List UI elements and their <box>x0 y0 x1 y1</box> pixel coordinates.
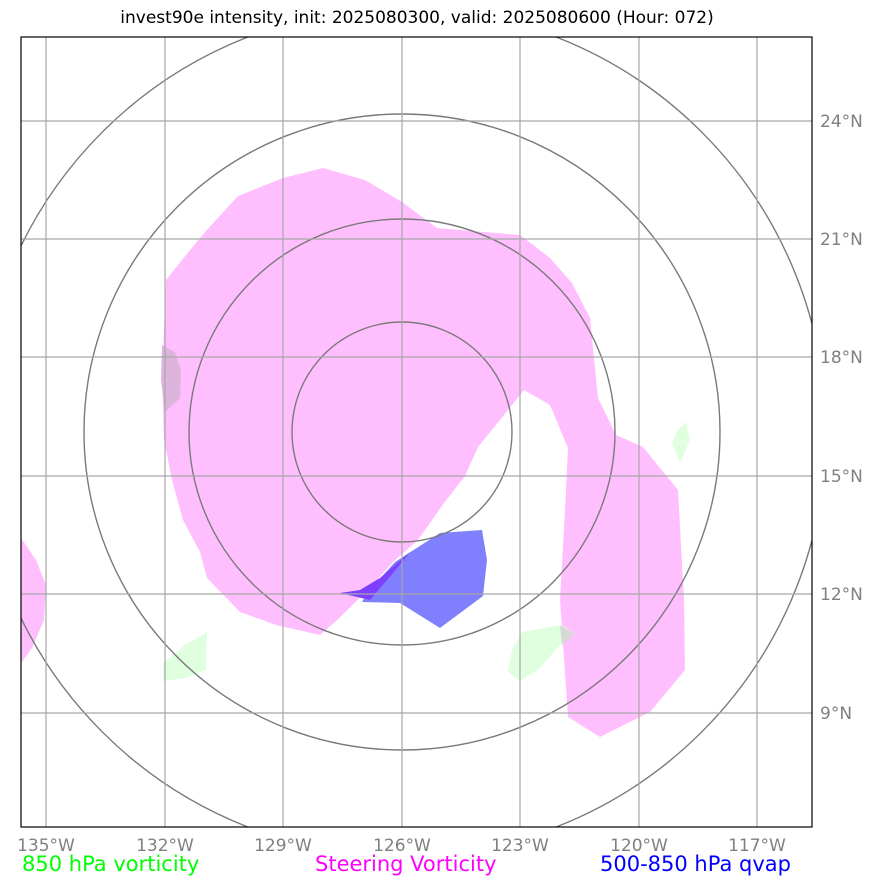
longitude-label: 129°W <box>254 836 312 856</box>
legend-850-vorticity: 850 hPa vorticity <box>22 852 200 876</box>
map-title: invest90e intensity, init: 2025080300, v… <box>120 8 714 28</box>
longitude-labels: 135°W 132°W 129°W 126°W 123°W 120°W 117°… <box>17 836 786 856</box>
longitude-label: 132°W <box>136 836 194 856</box>
latitude-label: 24°N <box>820 112 863 132</box>
vorticity-850-area <box>672 422 690 463</box>
vorticity-850-area <box>163 632 207 681</box>
vorticity-850-area <box>508 625 575 681</box>
latitude-label: 12°N <box>820 585 863 605</box>
graticule <box>21 37 812 827</box>
steering-vorticity-area <box>21 538 46 664</box>
longitude-label: 123°W <box>491 836 549 856</box>
latitude-label: 18°N <box>820 348 863 368</box>
qvap-overlap-area <box>340 552 410 600</box>
map-frame <box>20 36 813 828</box>
overlap-patch <box>161 345 181 412</box>
legend-steering-vorticity: Steering Vorticity <box>315 852 497 876</box>
latitude-label: 21°N <box>820 230 863 250</box>
longitude-label: 135°W <box>17 836 75 856</box>
legend-qvap: 500-850 hPa qvap <box>600 852 791 876</box>
latitude-label: 15°N <box>820 467 863 487</box>
longitude-label: 117°W <box>728 836 786 856</box>
vorticity-850-area <box>560 625 575 645</box>
longitude-label: 126°W <box>373 836 431 856</box>
latitude-labels: 24°N 21°N 18°N 15°N 12°N 9°N <box>820 112 863 724</box>
steering-vorticity-area <box>162 168 685 737</box>
qvap-area <box>362 530 487 628</box>
longitude-label: 120°W <box>610 836 668 856</box>
latitude-label: 9°N <box>820 704 852 724</box>
